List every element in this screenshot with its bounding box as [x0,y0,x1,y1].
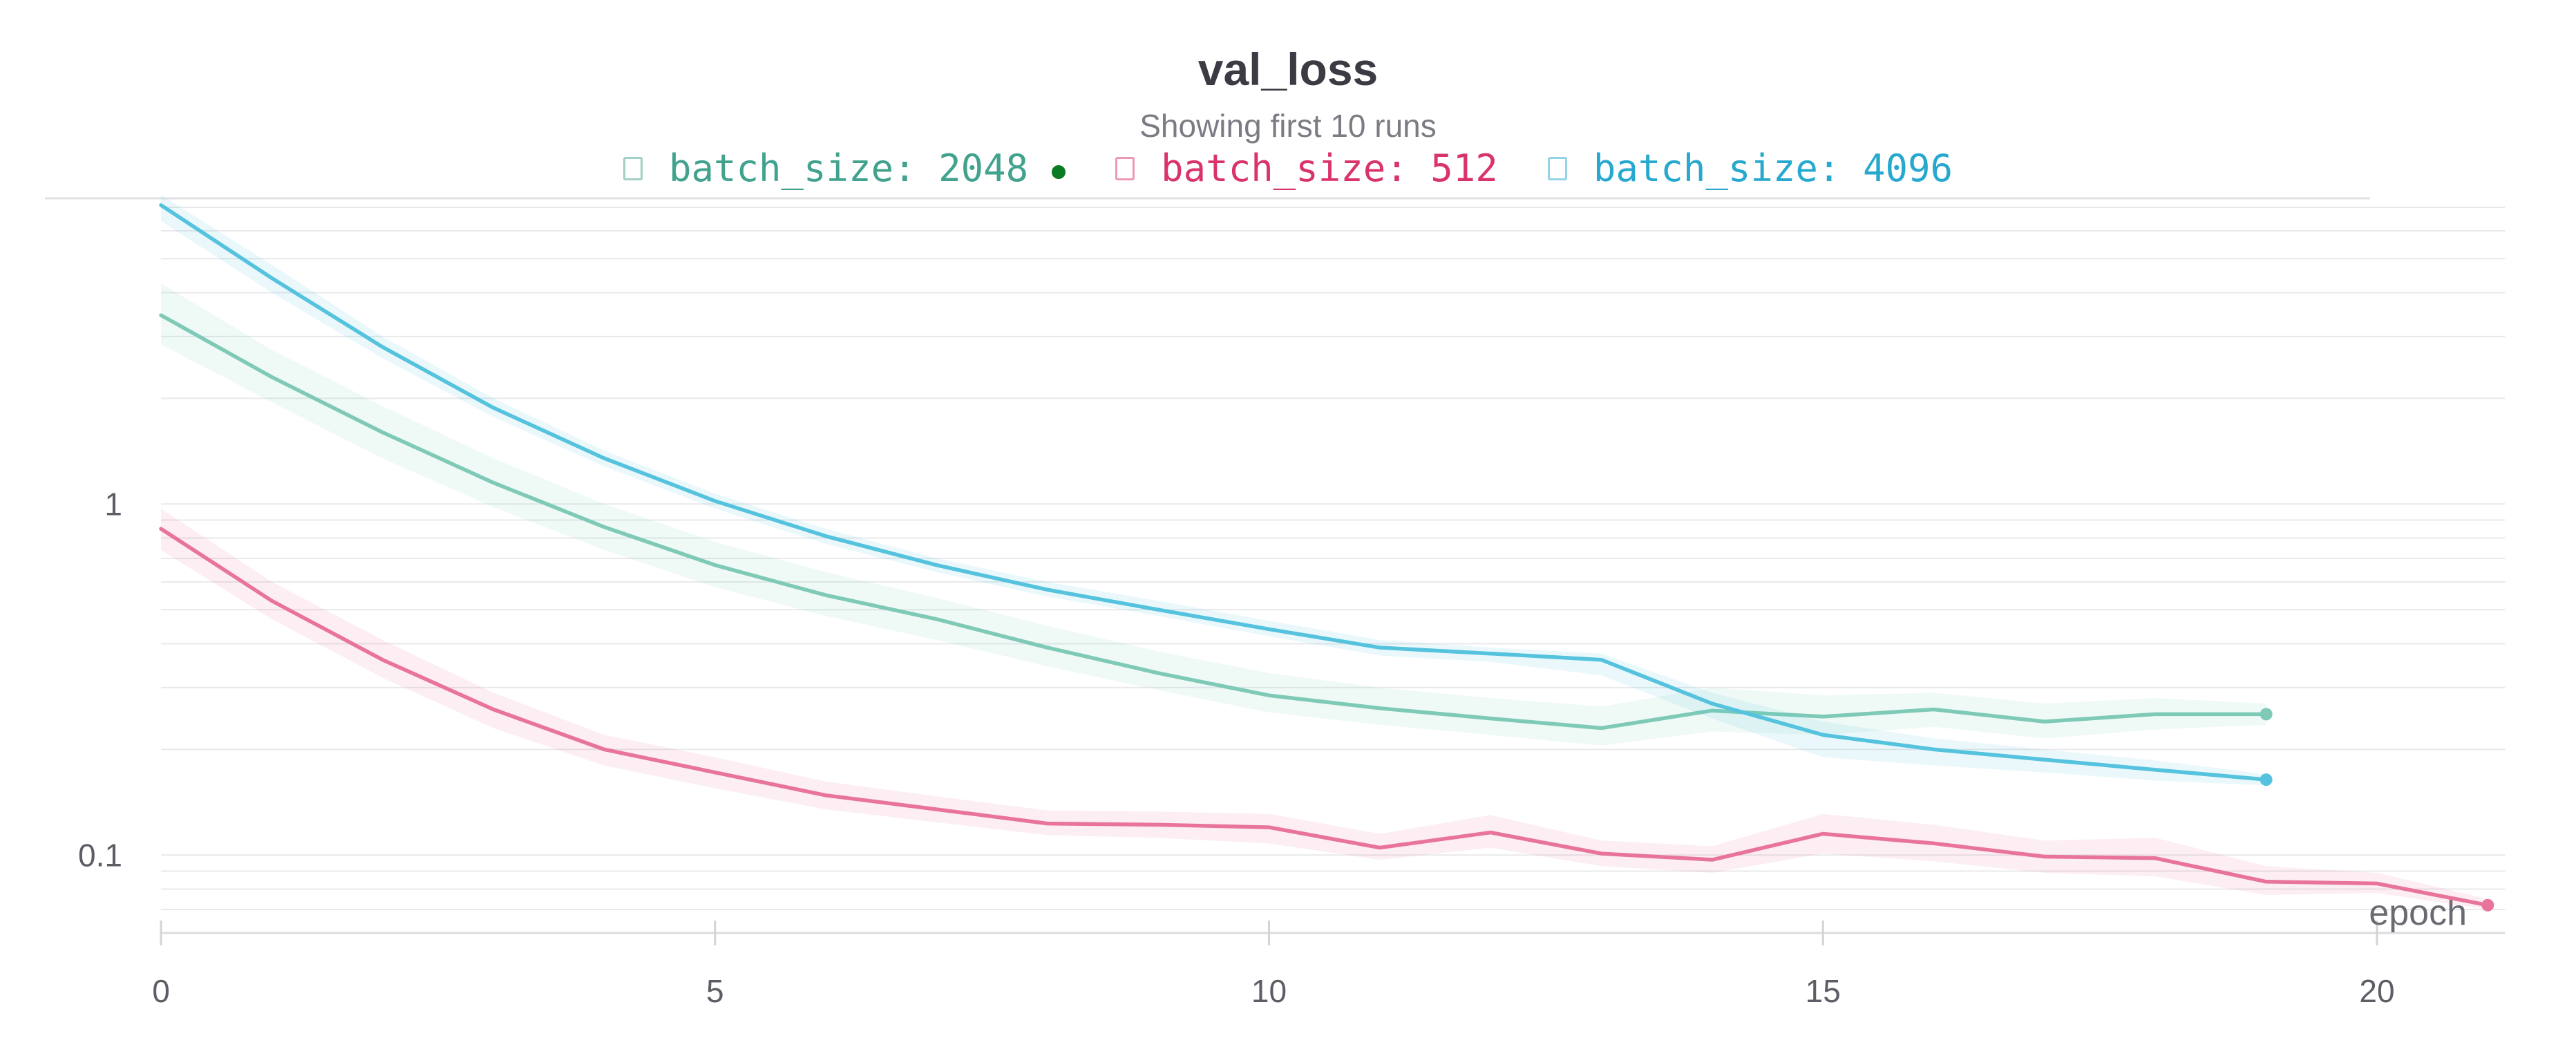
series-endpoint-batch-size-4096 [2260,773,2273,786]
legend-label-batch-512: batch_size: 512 [1161,147,1498,190]
x-tick-label: 15 [1806,973,1841,1009]
series-band-batch-size-2048 [161,283,2266,746]
y-tick-label: 1 [104,486,122,522]
legend-item-batch-2048[interactable]: batch_size: 2048 [623,147,1066,190]
legend-swatch-batch-2048 [623,156,643,180]
x-tick-label: 20 [2359,973,2394,1009]
series-endpoint-batch-size-512 [2481,898,2494,912]
series-line-batch-size-512 [159,527,2490,907]
x-tick-label: 5 [706,973,724,1009]
series-line-batch-size-2048 [159,313,2269,730]
legend-item-batch-4096[interactable]: batch_size: 4096 [1547,147,1953,190]
legend-swatch-batch-4096 [1547,156,1567,180]
legend-label-batch-2048: batch_size: 2048 [668,147,1029,190]
legend-label-batch-4096: batch_size: 4096 [1593,147,1953,190]
chart-title: val_loss [1197,44,1379,95]
y-tick-label: 0.1 [78,837,122,873]
series-endpoint-batch-size-2048 [2260,708,2273,721]
active-run-dot-icon [1052,164,1066,179]
legend-item-batch-512[interactable]: batch_size: 512 [1115,147,1498,190]
series-band-batch-size-512 [161,509,2488,909]
series-line-batch-size-4096 [159,203,2269,782]
chart-subtitle: Showing first 10 runs [1139,108,1437,144]
legend: batch_size: 2048 batch_size: 512 batch_s… [0,147,2576,190]
x-tick-label: 10 [1251,973,1287,1009]
legend-swatch-batch-512 [1115,156,1135,180]
x-tick-label: 0 [152,973,170,1009]
